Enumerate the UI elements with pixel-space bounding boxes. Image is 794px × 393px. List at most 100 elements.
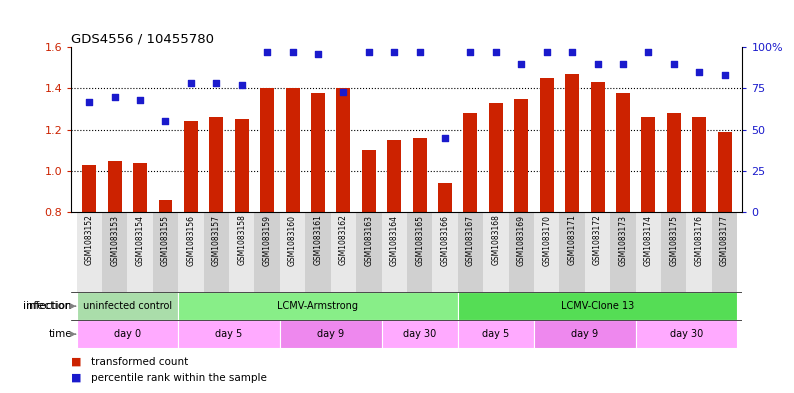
Bar (636, 320, 738, 348)
Bar (210, 117, 223, 212)
Point (362, 49, 375, 55)
Bar (642, 117, 655, 212)
Bar (133, 163, 147, 212)
Text: day 9: day 9 (571, 329, 599, 339)
Point (592, 61, 604, 67)
Text: GSM1083167: GSM1083167 (466, 215, 475, 266)
Bar (102, 212, 127, 292)
Text: GSM1083176: GSM1083176 (695, 215, 703, 266)
Text: GSM1083160: GSM1083160 (288, 215, 297, 266)
Bar (387, 140, 401, 212)
Point (387, 49, 400, 55)
Text: GSM1083158: GSM1083158 (237, 215, 246, 265)
Bar (438, 183, 452, 212)
Bar (108, 161, 121, 212)
Bar (381, 212, 407, 292)
Bar (534, 212, 560, 292)
Point (414, 49, 426, 55)
Point (260, 49, 273, 55)
Text: day 5: day 5 (482, 329, 510, 339)
Bar (484, 212, 509, 292)
Point (286, 49, 299, 55)
Bar (362, 150, 376, 212)
Point (83, 98, 95, 105)
Point (668, 61, 680, 67)
Point (693, 69, 706, 75)
Point (642, 49, 655, 55)
Bar (661, 212, 687, 292)
Bar (235, 119, 249, 212)
Bar (591, 82, 604, 212)
Bar (159, 200, 172, 212)
Text: GSM1083155: GSM1083155 (161, 215, 170, 266)
Text: percentile rank within the sample: percentile rank within the sample (91, 373, 268, 383)
Bar (718, 132, 731, 212)
Bar (692, 117, 706, 212)
Bar (687, 212, 712, 292)
Point (311, 51, 324, 57)
Text: GSM1083174: GSM1083174 (644, 215, 653, 266)
Bar (76, 212, 102, 292)
Bar (178, 292, 458, 320)
Point (108, 94, 121, 100)
Bar (76, 320, 178, 348)
Bar (515, 99, 528, 212)
Bar (152, 212, 178, 292)
Text: GSM1083164: GSM1083164 (390, 215, 399, 266)
Point (439, 135, 452, 141)
Text: GSM1083152: GSM1083152 (85, 215, 94, 265)
Bar (311, 92, 325, 212)
Text: GSM1083171: GSM1083171 (568, 215, 576, 265)
Text: day 30: day 30 (670, 329, 703, 339)
Text: GSM1083172: GSM1083172 (593, 215, 602, 265)
Bar (636, 212, 661, 292)
Bar (381, 320, 458, 348)
Point (184, 80, 197, 86)
Text: time: time (48, 329, 72, 339)
Text: GSM1083173: GSM1083173 (619, 215, 627, 266)
Bar (712, 212, 738, 292)
Bar (229, 212, 254, 292)
Point (566, 49, 579, 55)
Bar (305, 212, 330, 292)
Bar (565, 74, 579, 212)
Bar (458, 320, 534, 348)
Text: GSM1083154: GSM1083154 (136, 215, 145, 266)
Point (719, 72, 731, 78)
Bar (203, 212, 229, 292)
Bar (585, 212, 611, 292)
Bar (489, 103, 503, 212)
Text: GSM1083161: GSM1083161 (314, 215, 322, 265)
Text: GSM1083177: GSM1083177 (720, 215, 729, 266)
Text: ■: ■ (71, 357, 82, 367)
Bar (254, 212, 279, 292)
Text: GSM1083159: GSM1083159 (263, 215, 272, 266)
Bar (509, 212, 534, 292)
Text: GDS4556 / 10455780: GDS4556 / 10455780 (71, 33, 214, 46)
Bar (178, 212, 203, 292)
Bar (413, 138, 426, 212)
Point (235, 82, 248, 88)
Bar (458, 212, 484, 292)
Text: uninfected control: uninfected control (83, 301, 172, 311)
Point (617, 61, 630, 67)
Point (464, 49, 477, 55)
Bar (260, 88, 274, 212)
Point (515, 61, 528, 67)
Text: ■: ■ (71, 373, 82, 383)
Bar (667, 113, 680, 212)
Text: GSM1083168: GSM1083168 (491, 215, 500, 265)
Text: infection: infection (26, 301, 72, 311)
Text: GSM1083156: GSM1083156 (187, 215, 195, 266)
Point (337, 88, 349, 95)
Text: GSM1083175: GSM1083175 (669, 215, 678, 266)
Bar (534, 320, 636, 348)
Bar (356, 212, 381, 292)
Text: infection: infection (23, 301, 72, 311)
Text: GSM1083169: GSM1083169 (517, 215, 526, 266)
Bar (127, 212, 152, 292)
Text: LCMV-Armstrong: LCMV-Armstrong (277, 301, 358, 311)
Bar (464, 113, 477, 212)
Text: GSM1083166: GSM1083166 (441, 215, 449, 266)
Text: day 5: day 5 (215, 329, 243, 339)
